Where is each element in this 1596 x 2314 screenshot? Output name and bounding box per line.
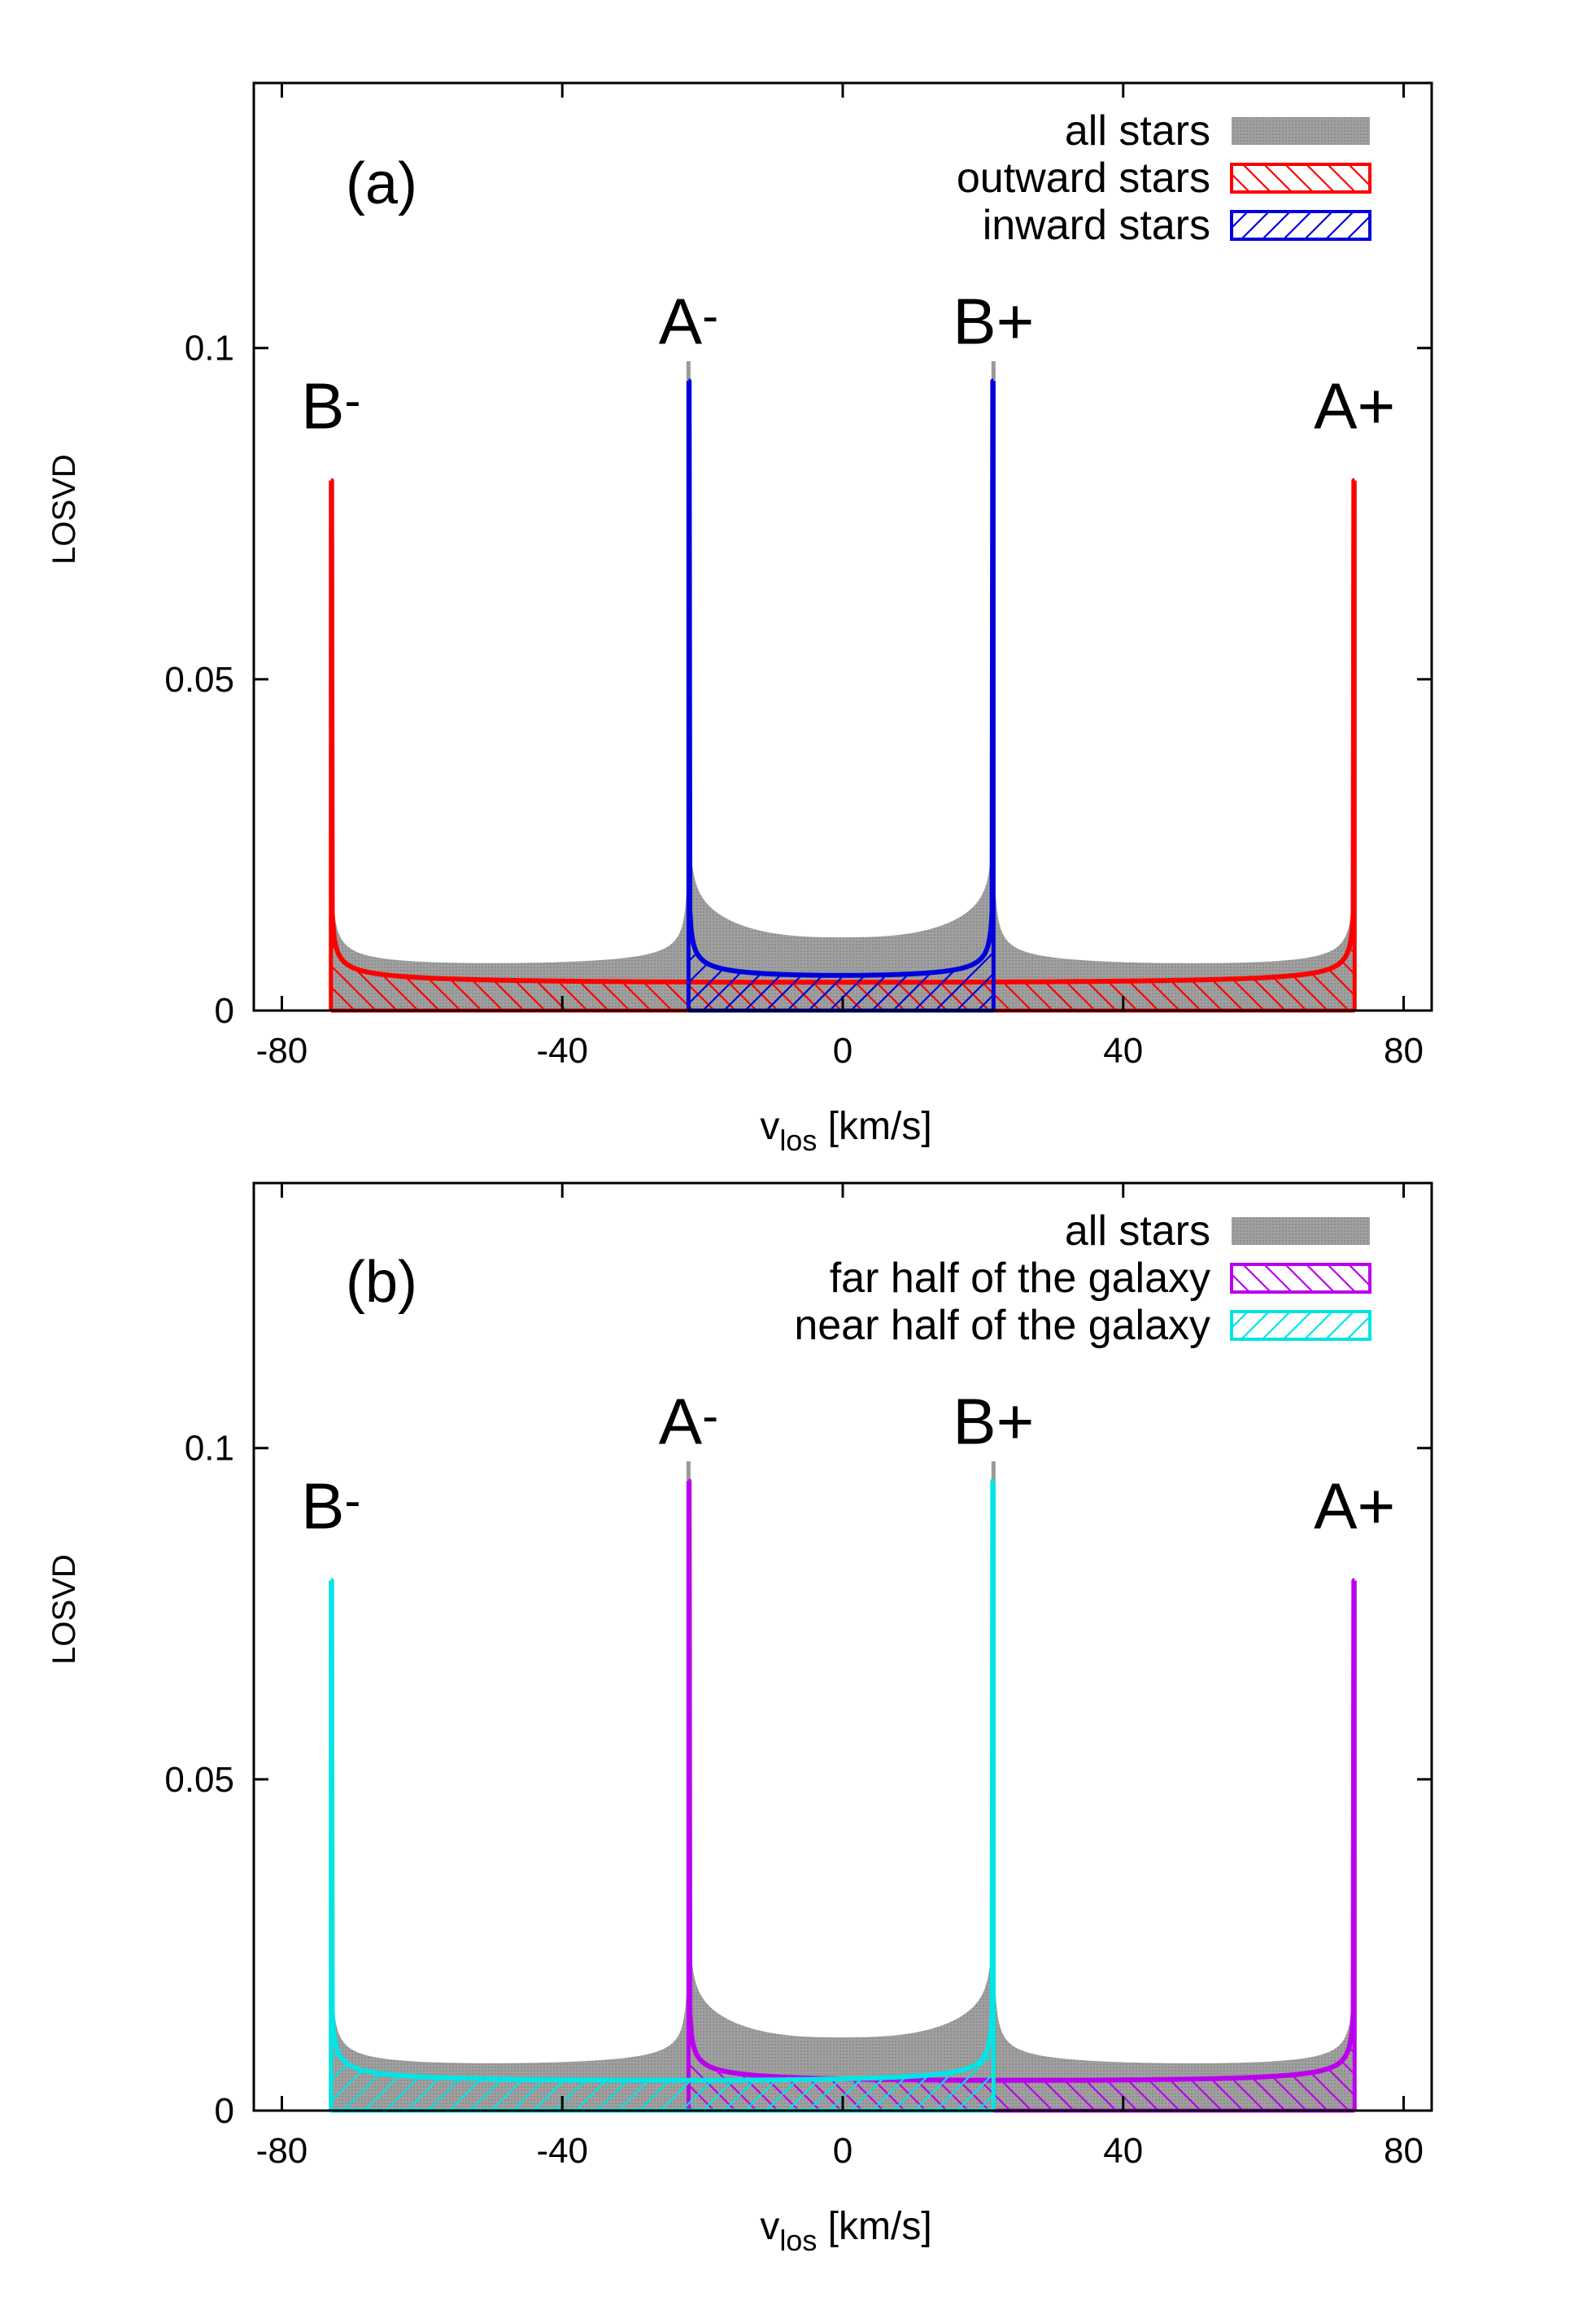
peak-sign: + [1358, 370, 1396, 443]
x-axis-var: v [760, 2205, 779, 2248]
panel-b: (b) LOSVD vlos [km/s] -80 -40 0 40 80 0 0.05 0.… [46, 1181, 1433, 2257]
x-axis-unit: [km/s] [817, 1105, 931, 1148]
series-area-2 [688, 381, 994, 1011]
peak-letter: A [1314, 1470, 1358, 1543]
series-area-0 [330, 1461, 1355, 2111]
x-axis-unit: [km/s] [817, 2205, 931, 2248]
peak-letter: A [659, 285, 703, 357]
peak-label: B+ [953, 1385, 1034, 1457]
series-line-2 [686, 378, 996, 978]
x-tick-label: 0 [833, 2131, 853, 2171]
peak-letter: B [301, 370, 344, 443]
peak-label: A+ [1314, 1470, 1395, 1543]
peak-sign: - [344, 1474, 360, 1528]
legend-label: outward stars [957, 155, 1210, 202]
x-tick-label: 40 [1103, 1031, 1143, 1071]
legend-label: near half of the galaxy [794, 1302, 1210, 1349]
legend-swatch [1230, 163, 1371, 194]
x-tick-label: 80 [1384, 1031, 1424, 1071]
series-line-1 [686, 1478, 1357, 2083]
y-tick-label: 0.05 [164, 660, 234, 700]
x-axis-subscript: los [779, 2224, 817, 2257]
y-tick-label: 0.1 [185, 329, 234, 369]
panel-label: (b) [346, 1250, 417, 1315]
peak-label: B- [301, 370, 360, 443]
panel-a: (a) LOSVD vlos [km/s] -80 -40 0 40 80 0 0.05 0.… [46, 81, 1433, 1157]
peak-letter: A [1314, 370, 1358, 443]
peak-label: A- [659, 285, 718, 357]
legend-swatch [1232, 117, 1370, 145]
series-area-2 [330, 1481, 994, 2111]
panel-label: (a) [346, 151, 417, 216]
peak-letter: A [659, 1385, 703, 1457]
x-tick-label: -80 [256, 2131, 308, 2171]
x-axis-title: vlos [km/s] [760, 1105, 931, 1157]
peak-label: B+ [953, 285, 1034, 357]
peak-label: A- [659, 1385, 718, 1457]
x-axis-title: vlos [km/s] [760, 2205, 931, 2257]
series-line-2 [329, 1478, 996, 2083]
y-tick-label: 0.1 [185, 1429, 234, 1469]
series-area-1 [330, 480, 1355, 1011]
y-tick-label: 0 [215, 2091, 234, 2131]
legend-label: all stars [1065, 1207, 1210, 1255]
legend-label: all stars [1065, 107, 1210, 155]
y-axis-title: LOSVD [46, 1554, 82, 1665]
x-tick-label: 80 [1384, 2131, 1424, 2171]
series-line-1 [329, 478, 1357, 985]
legend-label: inward stars [983, 202, 1210, 249]
y-tick-label: 0.05 [164, 1760, 234, 1800]
peak-sign: + [996, 285, 1035, 357]
x-axis-subscript: los [779, 1124, 817, 1157]
y-tick-label: 0 [215, 991, 234, 1031]
peak-sign: - [344, 373, 360, 428]
peak-sign: + [1358, 1470, 1396, 1543]
peak-sign: + [996, 1385, 1035, 1457]
x-tick-label: 0 [833, 1031, 853, 1071]
legend-swatch [1230, 210, 1371, 241]
series-area-1 [688, 1481, 1355, 2111]
peak-letter: B [301, 1470, 344, 1543]
peak-letter: B [953, 285, 996, 357]
legend-swatch [1232, 1217, 1370, 1245]
x-tick-label: -40 [536, 1031, 588, 1071]
peak-sign: - [702, 1388, 718, 1443]
series-area-0 [330, 361, 1355, 1011]
peak-label: A+ [1314, 370, 1395, 443]
x-axis-var: v [760, 1105, 779, 1148]
x-tick-label: -80 [256, 1031, 308, 1071]
peak-letter: B [953, 1385, 996, 1457]
legend-swatch [1230, 1310, 1371, 1341]
peak-sign: - [702, 288, 718, 343]
y-axis-title: LOSVD [46, 454, 82, 565]
legend-label: far half of the galaxy [830, 1255, 1210, 1302]
x-tick-label: 40 [1103, 2131, 1143, 2171]
legend-swatch [1230, 1263, 1371, 1294]
peak-label: B- [301, 1470, 360, 1543]
x-tick-label: -40 [536, 2131, 588, 2171]
